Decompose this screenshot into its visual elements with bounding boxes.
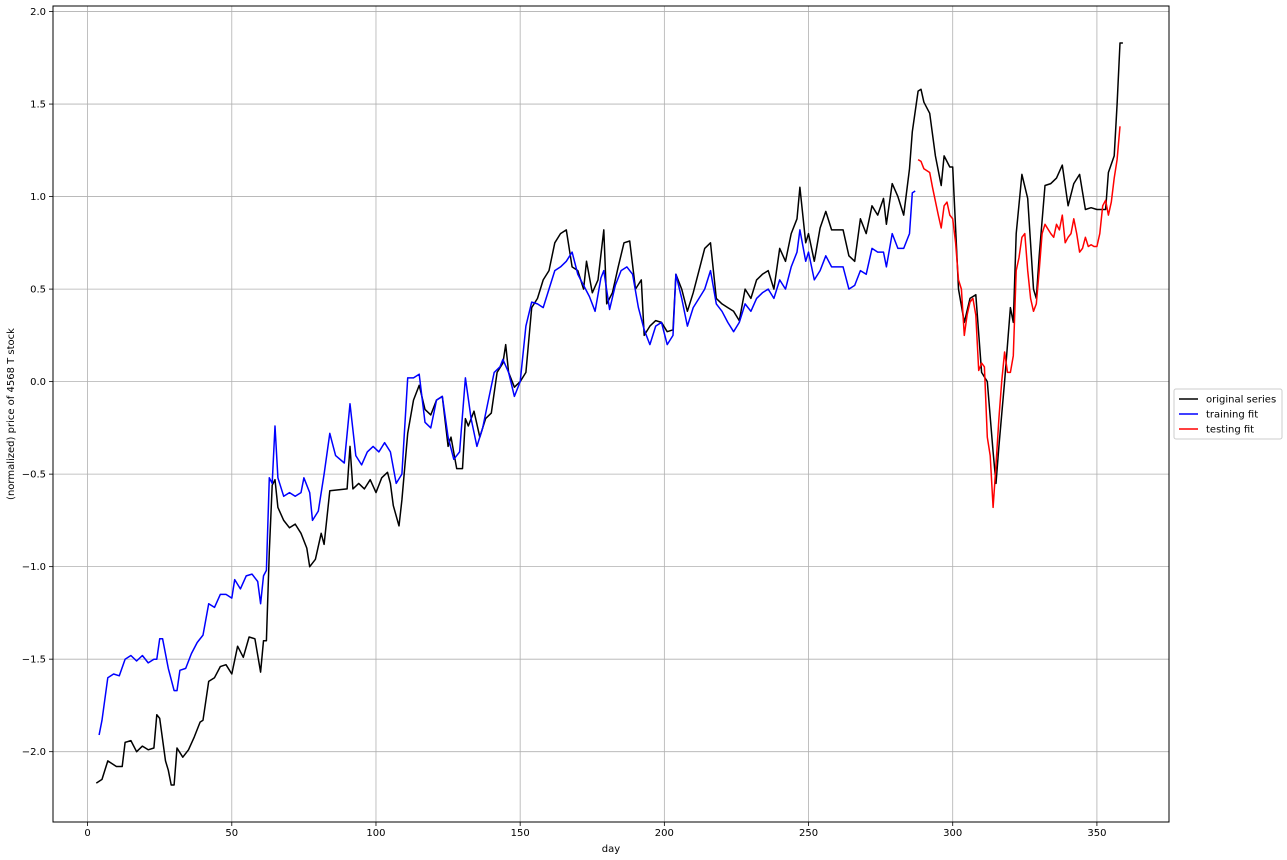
legend-label-testing-fit: testing fit [1206, 425, 1254, 436]
x-tick-label: 300 [943, 828, 962, 839]
series-line-testing-fit [917, 126, 1121, 509]
series-lines [95, 42, 1123, 786]
y-tick-label: −2.0 [22, 747, 46, 758]
y-tick-label: −1.5 [22, 655, 46, 666]
x-axis-label: day [602, 844, 620, 855]
legend-label-original-series: original series [1206, 395, 1276, 406]
legend-label-training-fit: training fit [1206, 410, 1258, 421]
x-tick-label: 100 [366, 828, 385, 839]
legend-box [1173, 388, 1283, 440]
y-tick-label: 1.0 [30, 192, 46, 203]
x-tick-label: 250 [799, 828, 818, 839]
y-tick-label: −0.5 [22, 470, 46, 481]
x-tick-label: 0 [84, 828, 90, 839]
x-tick-label: 150 [511, 828, 530, 839]
x-tick-label: 350 [1087, 828, 1106, 839]
y-tick-label: 0.0 [30, 377, 46, 388]
plot-frame [52, 5, 1170, 823]
x-tick-label: 50 [225, 828, 238, 839]
y-tick-label: 0.5 [30, 285, 46, 296]
x-tick-label: 200 [655, 828, 674, 839]
y-tick-label: 2.0 [30, 7, 46, 18]
y-axis-label: (normalized) price of 4568 T stock [6, 328, 17, 500]
y-tick-label: 1.5 [30, 100, 46, 111]
y-tick-label: −1.0 [22, 562, 46, 573]
grid-lines [53, 6, 1169, 822]
axis-ticks: 0 50 100 150 200 250 300 350 −2.0 −1.5 −1.0 −0.5 0.0… [22, 7, 1107, 839]
legend: original series training fit testing fit [1173, 388, 1283, 440]
series-line-training-fit [98, 190, 916, 736]
